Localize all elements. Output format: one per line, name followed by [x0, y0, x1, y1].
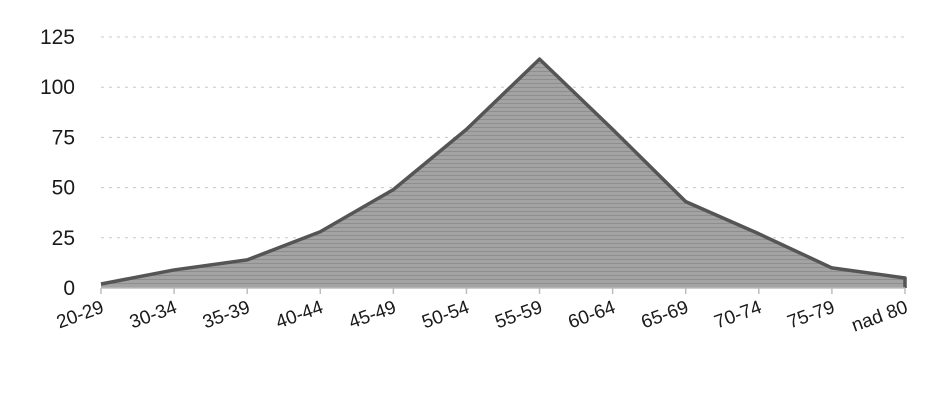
x-tick-label: 20-29: [54, 297, 107, 333]
x-tick-label: nad 80: [849, 297, 911, 337]
x-tick-label: 50-54: [419, 297, 472, 334]
y-tick-label: 0: [63, 277, 75, 300]
x-tick-label: 65-69: [639, 297, 692, 333]
x-tick-label: 75-79: [785, 297, 838, 333]
x-axis: [101, 288, 905, 294]
y-tick-label: 25: [52, 227, 75, 250]
x-tick-label: 55-59: [492, 297, 545, 333]
x-tick-label: 70-74: [712, 297, 765, 334]
x-tick-label: 40-44: [273, 297, 326, 334]
y-tick-label: 50: [52, 177, 75, 200]
y-tick-label: 75: [52, 126, 75, 149]
x-tick-label: 45-49: [346, 297, 399, 333]
y-tick-label: 125: [40, 26, 75, 49]
area-series: [101, 59, 905, 288]
y-axis: 0 25 50 75 100 125: [40, 26, 75, 300]
x-tick-label: 35-39: [200, 297, 253, 333]
y-tick-label: 100: [40, 76, 75, 99]
x-tick-label: 60-64: [565, 297, 618, 334]
x-tick-label: 30-34: [127, 297, 180, 334]
x-tick-labels: 20-29 30-34 35-39 40-44 45-49 50-54 55-59 60-64…: [54, 297, 911, 337]
